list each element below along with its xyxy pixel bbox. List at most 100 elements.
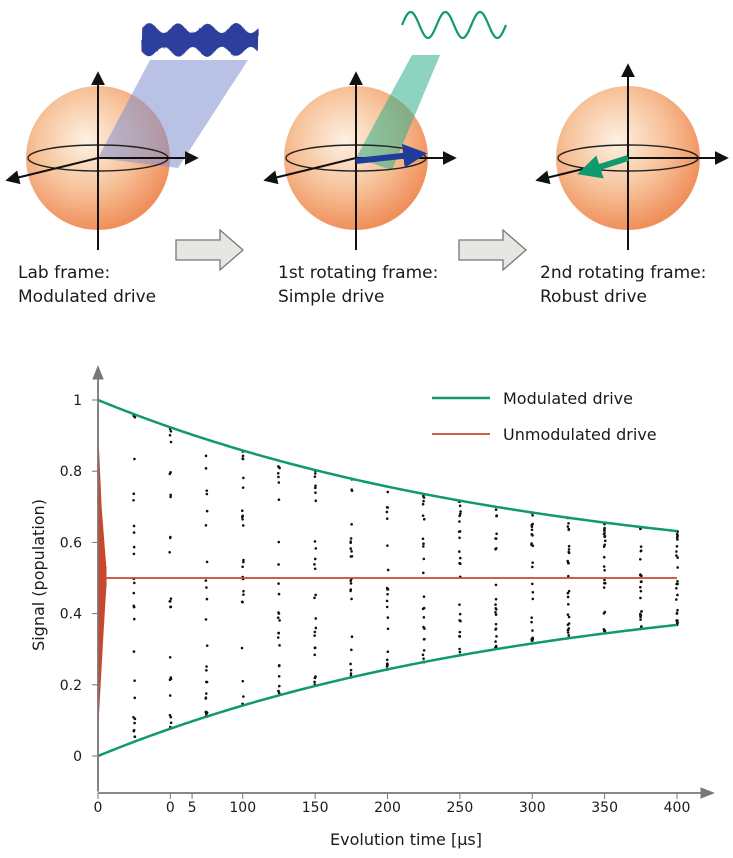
measurement-point — [530, 616, 533, 619]
measurement-point — [638, 612, 642, 616]
measurement-point — [168, 655, 172, 659]
measurement-point — [422, 517, 426, 521]
measurement-point — [314, 547, 318, 550]
measurement-point — [495, 514, 499, 517]
measurement-point — [603, 578, 606, 582]
measurement-point — [386, 588, 390, 591]
measurement-point — [313, 567, 317, 571]
x-axis — [263, 157, 357, 185]
measurement-point — [205, 644, 209, 647]
measurement-point — [314, 499, 318, 503]
measurement-point — [422, 542, 425, 546]
measurement-point — [132, 617, 136, 621]
measurement-point — [457, 530, 461, 533]
measurement-point — [422, 649, 426, 652]
unmodulated-transient — [97, 448, 107, 724]
measurement-point — [313, 486, 317, 490]
measurement-point — [350, 597, 353, 601]
measurement-point — [132, 498, 135, 502]
measurement-point — [567, 634, 571, 637]
measurement-point — [602, 532, 606, 536]
measurement-point — [531, 561, 534, 564]
measurement-point — [386, 568, 390, 572]
measurement-point — [350, 554, 354, 558]
x-tick-label: 0 — [166, 800, 175, 816]
measurement-point — [422, 496, 426, 499]
measurement-point — [385, 510, 389, 514]
measurement-point — [277, 475, 280, 479]
measurement-point — [205, 597, 209, 601]
measurement-point — [567, 548, 571, 551]
measurement-point — [639, 545, 643, 548]
measurement-point — [530, 543, 533, 547]
measurement-point — [169, 535, 172, 539]
measurement-point — [385, 599, 389, 603]
measurement-point — [602, 586, 606, 589]
measurement-point — [240, 515, 244, 519]
measurement-point — [386, 663, 389, 666]
measurement-point — [603, 543, 606, 547]
measurement-point — [566, 631, 570, 634]
measurement-point — [313, 630, 317, 634]
measurement-point — [204, 692, 208, 695]
measurement-point — [566, 591, 570, 595]
measurement-point — [241, 457, 245, 461]
x-tick-label: 300 — [519, 800, 546, 816]
measurement-point — [133, 721, 136, 725]
measurement-point — [421, 514, 425, 517]
frame-label-line1: 1st rotating frame: — [278, 263, 438, 283]
measurement-point — [458, 603, 461, 606]
measurement-point — [132, 728, 136, 732]
measurement-point — [313, 653, 317, 657]
measurement-point — [205, 492, 209, 496]
measurement-point — [241, 565, 244, 569]
measurement-point — [276, 636, 280, 639]
measurement-point — [531, 597, 535, 601]
measurement-point — [277, 592, 281, 596]
chart-axes — [92, 365, 715, 799]
y-tick-label: 0 — [73, 749, 82, 765]
measurement-point — [277, 689, 280, 693]
measurement-point — [639, 596, 642, 600]
measurement-point — [422, 545, 425, 548]
measurement-point — [277, 563, 280, 566]
measurement-point — [169, 429, 173, 433]
measurement-point — [386, 592, 389, 596]
measurement-point — [349, 672, 353, 675]
measurement-point — [422, 637, 426, 641]
measurement-point — [458, 556, 462, 560]
measurement-point — [494, 603, 497, 606]
measurement-point — [567, 574, 570, 578]
measurement-point — [314, 626, 318, 630]
drive-vector-arrow — [577, 155, 629, 179]
wave-path — [400, 10, 508, 40]
measurement-point — [603, 629, 606, 633]
measurement-point — [132, 604, 136, 608]
modulated-wave-icon — [141, 22, 259, 57]
measurement-point — [242, 695, 245, 698]
measurement-point — [458, 561, 461, 565]
measurement-point — [240, 646, 244, 650]
measurement-point — [205, 665, 208, 668]
x-tick-label: 250 — [447, 800, 474, 816]
measurement-point — [313, 540, 317, 543]
measurement-point — [566, 613, 570, 616]
measurement-point — [675, 550, 678, 553]
measurement-point — [277, 611, 280, 614]
measurement-point — [169, 471, 172, 474]
measurement-point — [242, 560, 245, 564]
measurement-point — [566, 595, 570, 599]
measurement-point — [314, 593, 317, 597]
measurement-point — [567, 615, 571, 619]
measurement-point — [530, 637, 534, 641]
measurement-point — [386, 616, 390, 619]
measurement-point — [676, 556, 679, 559]
measurement-point — [278, 644, 281, 647]
measurement-point — [676, 538, 679, 541]
x-axis-title: Evolution time [μs] — [330, 830, 482, 849]
measurement-point — [602, 565, 606, 568]
measurement-point — [421, 537, 425, 541]
measurement-point — [566, 561, 570, 565]
measurement-point — [242, 476, 245, 480]
